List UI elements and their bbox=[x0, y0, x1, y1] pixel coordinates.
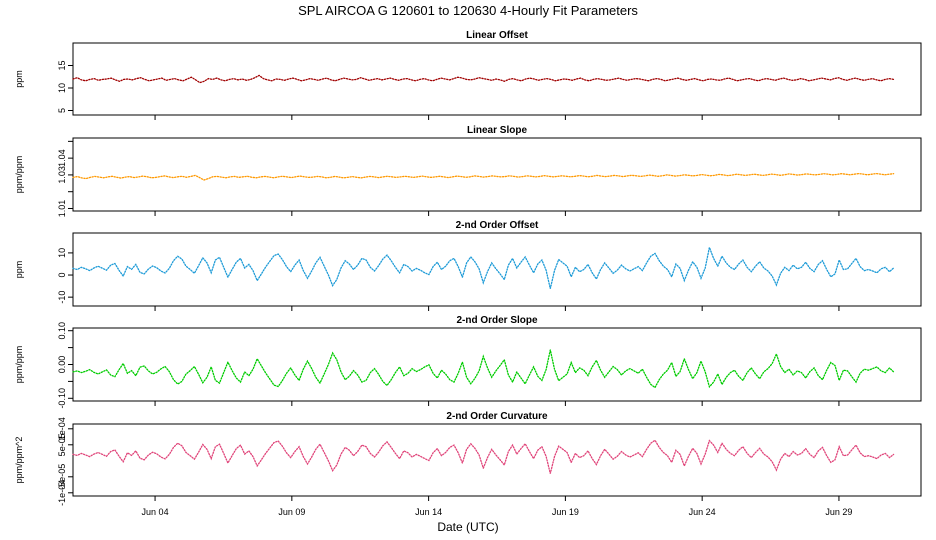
panel-5: 2-nd Order Curvature -1e-04-5e-05 5e-051e-… bbox=[14, 411, 922, 506]
series-line bbox=[72, 349, 895, 389]
y-tick-label: 10 bbox=[57, 248, 67, 258]
series-line bbox=[72, 245, 895, 289]
x-tick-label: Jun 14 bbox=[415, 507, 442, 517]
y-tick-label: 1e-04 bbox=[57, 417, 67, 440]
figure-title: SPL AIRCOA G 120601 to 120630 4-Hourly F… bbox=[298, 3, 638, 18]
y-tick-label: 1.04 bbox=[57, 149, 67, 167]
y-axis-label: ppm/ppm bbox=[14, 156, 24, 194]
series-line bbox=[72, 172, 895, 181]
y-tick-label: -0.10 bbox=[57, 388, 67, 409]
panel-2: Linear Slope 1.01 1.031.04 ppm/ppm bbox=[14, 125, 922, 218]
panels: Linear Offset 5 10 15 ppm Linear Slope 1.01 1.0… bbox=[14, 30, 922, 506]
x-tick-label: Jun 09 bbox=[278, 507, 305, 517]
y-tick-label: -5e-05 bbox=[57, 464, 67, 490]
x-tick-label: Jun 04 bbox=[142, 507, 169, 517]
y-tick-label: 0.00 bbox=[57, 356, 67, 374]
y-axis-label: ppm bbox=[14, 261, 24, 279]
y-tick-label: 5 bbox=[57, 108, 67, 113]
x-axis: Jun 04 Jun 09 Jun 14 Jun 19 Jun 24 Jun 29 bbox=[142, 507, 853, 517]
y-axis-label: ppm/ppm bbox=[14, 346, 24, 384]
panel-title: 2-nd Order Offset bbox=[456, 220, 539, 231]
y-axis-label: ppm/ppm^2 bbox=[14, 437, 24, 484]
panel-title: Linear Offset bbox=[466, 30, 528, 41]
panel-frame bbox=[72, 232, 922, 307]
y-tick-label: 0.10 bbox=[57, 322, 67, 340]
x-tick-label: Jun 19 bbox=[552, 507, 579, 517]
x-axis-label: Date (UTC) bbox=[437, 520, 498, 534]
panel-4: 2-nd Order Slope -0.10 0.00 0.10 ppm/ppm bbox=[14, 315, 922, 409]
y-tick-label: 5e-05 bbox=[57, 433, 67, 456]
panel-title: 2-nd Order Curvature bbox=[446, 411, 548, 422]
y-tick-label: 1.01 bbox=[57, 200, 67, 218]
y-tick-label: 15 bbox=[57, 60, 67, 70]
panel-title: Linear Slope bbox=[467, 125, 527, 136]
y-tick-label: -1e-04 bbox=[57, 480, 67, 506]
panel-frame bbox=[72, 327, 922, 402]
panel-3: 2-nd Order Offset -10 0 10 ppm bbox=[14, 220, 922, 311]
y-tick-label: -10 bbox=[57, 291, 67, 304]
x-tick-label: Jun 29 bbox=[825, 507, 852, 517]
y-tick-label: 1.03 bbox=[57, 166, 67, 184]
series-line bbox=[72, 74, 895, 84]
x-tick-label: Jun 24 bbox=[689, 507, 716, 517]
y-axis-label: ppm bbox=[14, 70, 24, 88]
y-tick-label: 0 bbox=[57, 273, 67, 278]
panel-1: Linear Offset 5 10 15 ppm bbox=[14, 30, 922, 120]
series-line bbox=[72, 439, 895, 474]
panel-frame bbox=[72, 423, 922, 497]
panel-title: 2-nd Order Slope bbox=[456, 315, 538, 326]
y-tick-label: 10 bbox=[57, 83, 67, 93]
